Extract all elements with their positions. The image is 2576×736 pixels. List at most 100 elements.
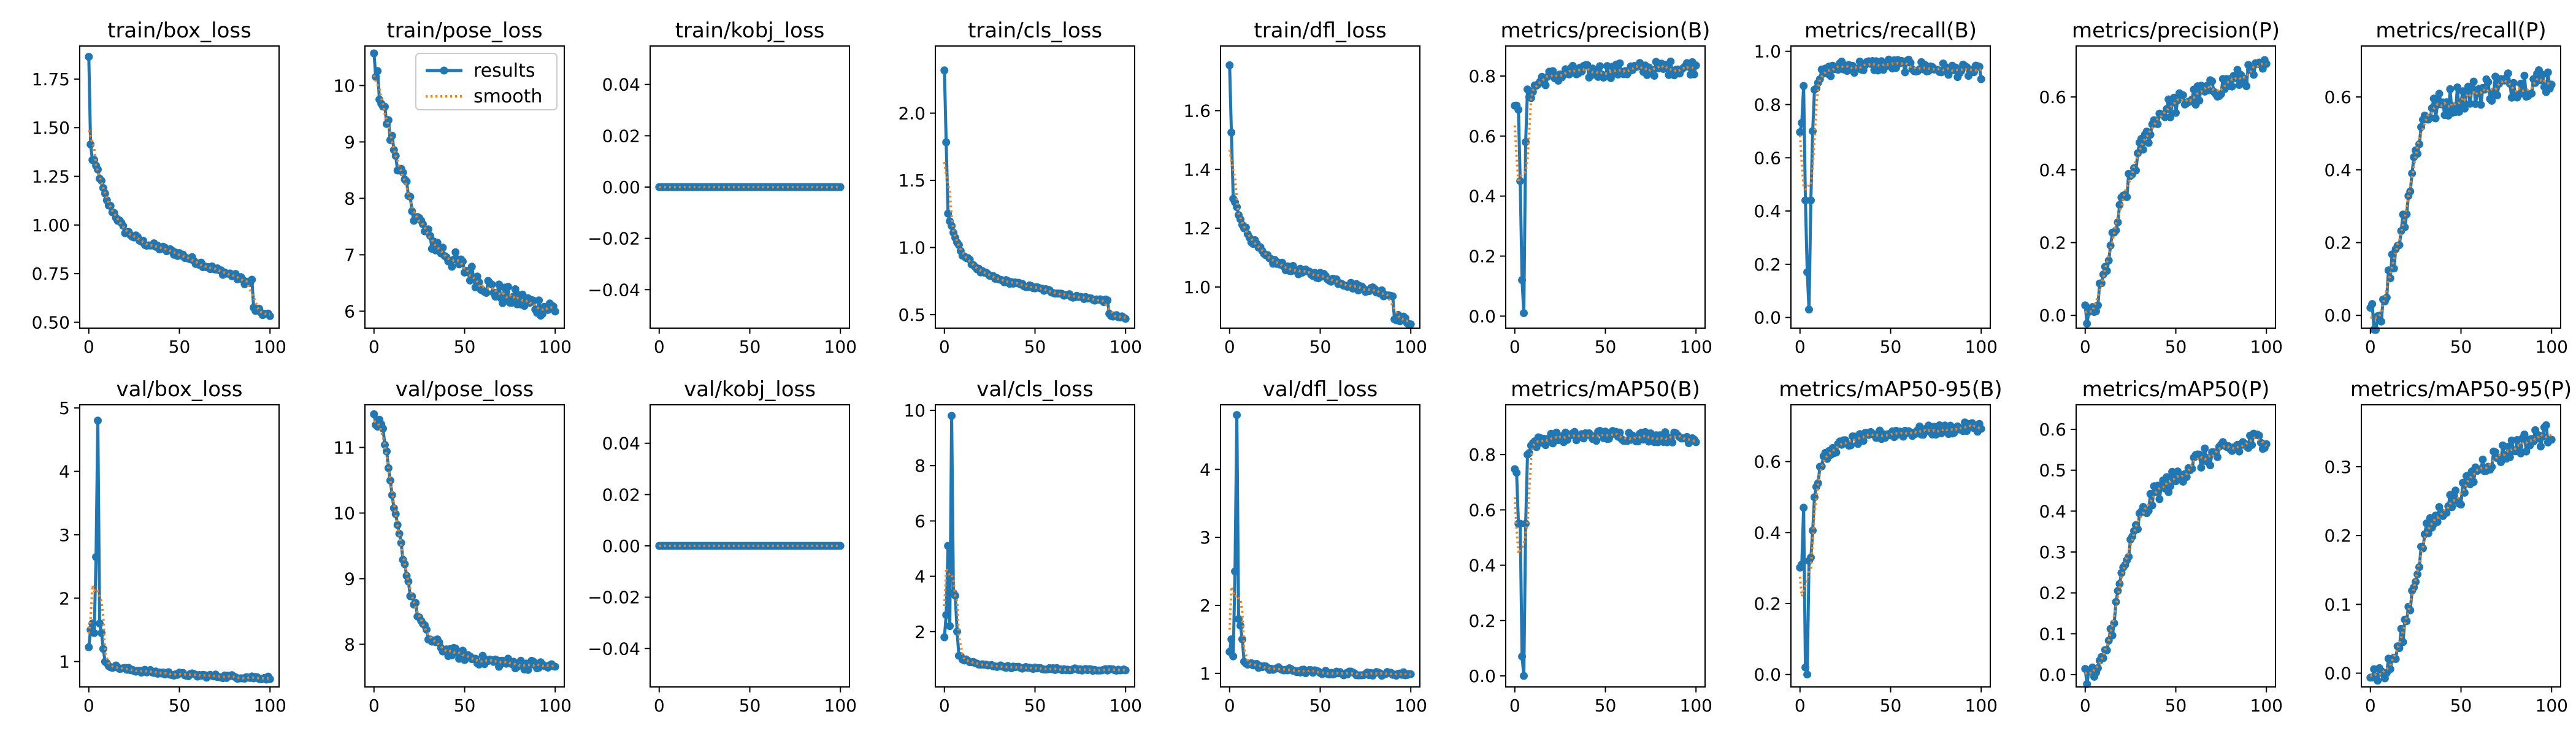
x-tick-label: 100 [2250,696,2283,716]
y-tick-label: 1.0 [1754,42,1781,62]
data-point [2504,442,2512,451]
data-point [836,183,845,191]
panel-title: val/cls_loss [976,377,1093,402]
data-point [2462,88,2471,97]
x-tick-label: 100 [824,337,857,357]
data-point [2368,300,2377,309]
y-tick-label: 6 [914,511,926,531]
y-tick-label: 0.0 [1754,308,1781,328]
data-point [1227,635,1236,643]
data-point [1977,75,1985,83]
x-tick-label: 100 [1965,337,1998,357]
data-point [370,410,378,418]
panel-title: val/kobj_loss [684,377,816,402]
y-tick-label: 2 [914,622,926,642]
y-tick-label: 0.1 [2039,624,2066,644]
data-point [2520,71,2529,80]
data-point [2517,80,2525,88]
data-point [2134,525,2142,534]
data-point [2255,431,2263,440]
data-point [2155,495,2164,504]
panel-title: metrics/mAP50-95(P) [2350,377,2572,402]
data-point [944,542,953,550]
data-point [1616,59,1624,67]
data-point [1803,268,1812,277]
data-point [2372,326,2380,334]
panel-title: train/box_loss [107,18,251,43]
data-point [1236,621,1244,630]
y-tick-label: 3 [59,525,70,545]
y-tick-label: 0.4 [1468,556,1496,576]
data-point [2412,578,2420,586]
data-point [1227,128,1236,137]
panel-val-kobj-loss: val/kobj_loss 0 50 100 −0.04 −0.02 0.00 0.02 0.0… [588,377,857,716]
data-point [248,275,256,284]
data-point [2543,68,2552,77]
data-point [2166,482,2175,491]
data-point [1241,223,1250,232]
data-point [1520,309,1528,317]
y-tick-label: 0.4 [2324,160,2352,180]
x-tick-label: 100 [1395,696,1427,716]
data-point [1225,61,1234,69]
panel-metrics-recall-b: metrics/recall(B) 0 50 100 0.0 0.2 0.4 0.6 0.8 1.… [1754,18,1997,357]
data-point [1389,292,1397,301]
panel-title: val/box_loss [117,377,243,402]
data-point [99,645,107,653]
x-tick-label: 50 [1595,696,1617,716]
x-tick-label: 100 [1680,696,1712,716]
y-tick-label: 2.0 [898,104,926,124]
data-point [1803,670,1812,679]
y-tick-label: 0.02 [602,485,640,505]
data-point [1592,437,1601,445]
data-point [2460,488,2469,497]
data-point [2429,94,2438,103]
data-point [1859,437,1868,445]
data-point [2488,96,2496,105]
panel-metrics-precision-p: metrics/precision(P) 0 50 100 0.0 0.2 0.4 0.6 [2039,18,2282,357]
data-point [2505,453,2514,461]
data-point [1944,71,1953,79]
series-line-smooth [2369,432,2553,678]
legend: results smooth [415,53,558,110]
data-point [1518,276,1527,285]
series-line-smooth [1513,432,1696,554]
data-point [2446,85,2455,93]
panel-title: metrics/mAP50(P) [2082,377,2270,402]
series-markers-results [2366,66,2556,334]
data-point [266,312,274,320]
data-point [2235,447,2244,456]
data-point [1514,105,1523,114]
panel-metrics-map50-95-p: metrics/mAP50-95(P) 0 50 100 0.0 0.1 0.2 0.3 [2324,377,2572,716]
y-tick-label: 0.6 [2039,87,2066,107]
series-markers-results [370,410,559,674]
data-point [2094,301,2102,310]
data-point [2214,453,2221,461]
data-point [1798,118,1806,127]
data-point [1805,305,1813,314]
y-tick-label: 1.00 [32,215,70,236]
panel-metrics-precision-b: metrics/precision(B) 0 50 100 0.0 0.2 0.4 0.6 0.… [1468,18,1712,357]
series-line-smooth [2084,63,2267,314]
data-point [2201,444,2209,453]
data-point [1235,615,1243,623]
data-point [1525,449,1533,458]
x-tick-label: 50 [169,337,191,357]
data-point [85,643,93,651]
x-tick-label: 50 [1309,696,1332,716]
x-tick-label: 0 [654,696,665,716]
y-tick-label: 0.2 [2324,526,2352,546]
data-point [459,257,467,266]
x-tick-label: 50 [1024,696,1046,716]
data-point [1516,519,1525,528]
x-tick-label: 0 [369,337,380,357]
data-point [1692,61,1700,70]
data-point [1233,411,1241,420]
x-tick-label: 0 [1224,337,1235,357]
data-point [1121,315,1130,323]
data-point [1801,196,1810,205]
data-point [2103,267,2111,275]
data-point [1963,427,1971,435]
data-point [1807,196,1815,205]
data-point [1518,652,1527,661]
